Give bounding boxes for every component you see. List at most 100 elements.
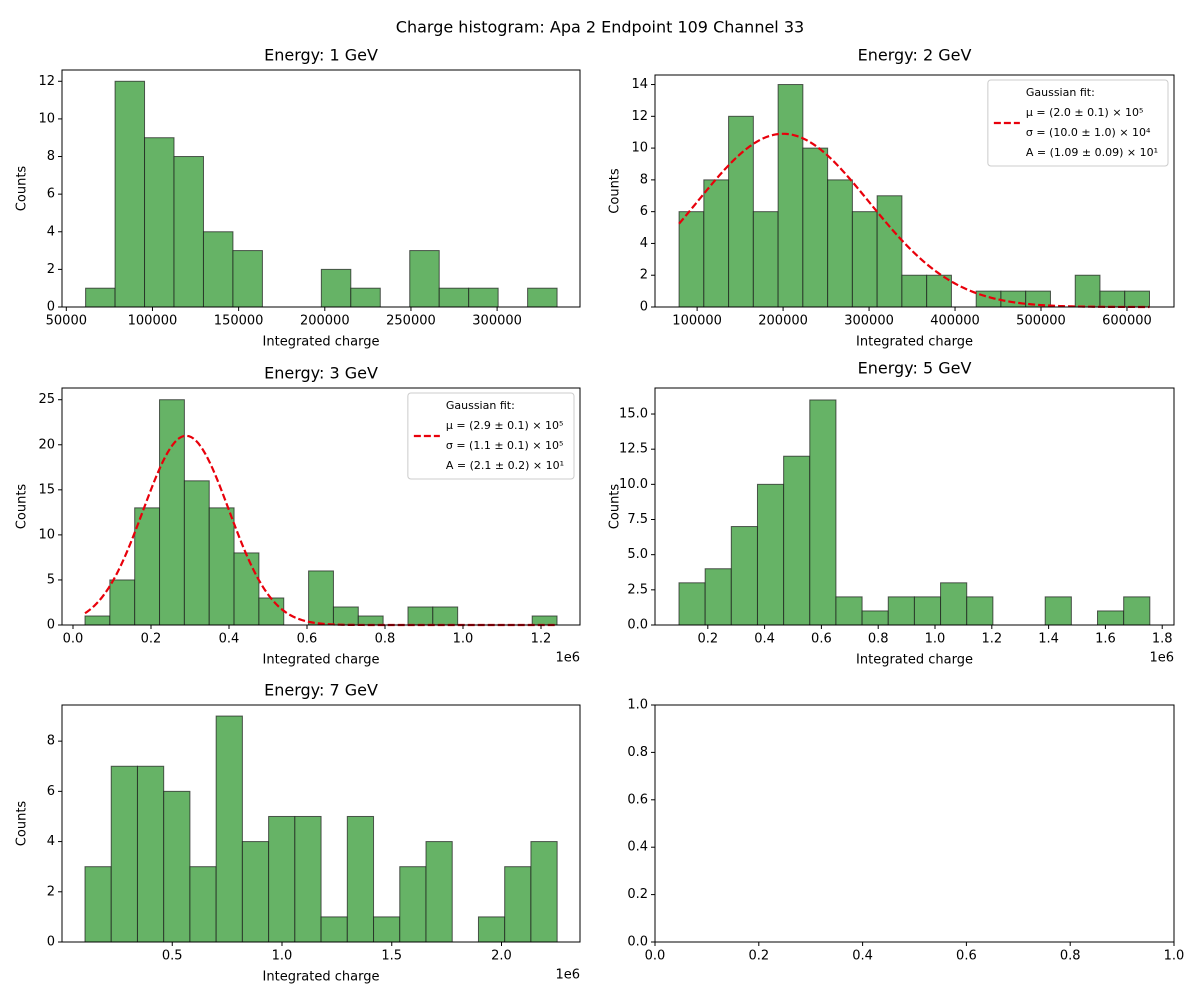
- y-tick-label: 6: [47, 187, 55, 202]
- legend: Gaussian fit: μ = (2.9 ± 0.1) × 10⁵ σ = (1…: [407, 392, 575, 480]
- bar: [730, 526, 758, 626]
- x-tick-label: 0.6: [956, 949, 977, 964]
- bar: [399, 866, 427, 943]
- x-tick-label: 0.4: [219, 632, 240, 647]
- y-tick-label: 15.0: [619, 407, 648, 422]
- y-tick-label: 4: [640, 236, 648, 251]
- bar: [468, 287, 499, 308]
- axes-frame: [654, 74, 1175, 308]
- bar: [1097, 610, 1125, 626]
- x-tick-label: 150000: [214, 314, 264, 329]
- y-tick-label: 12: [631, 109, 648, 124]
- y-tick-label: 4: [47, 224, 55, 239]
- subplot: Gaussian fit: μ = (2.9 ± 0.1) × 10⁵ σ = (1…: [15, 364, 581, 668]
- bar: [1074, 274, 1101, 308]
- bar: [350, 287, 381, 308]
- bar: [678, 211, 705, 308]
- x-tick-label: 500000: [1016, 314, 1066, 329]
- bar: [373, 916, 401, 943]
- bar: [438, 287, 470, 308]
- axes-frame: [654, 387, 1175, 626]
- legend-text: Gaussian fit:: [1026, 86, 1095, 99]
- y-tick-label: 7.5: [627, 512, 648, 527]
- bar: [268, 815, 296, 943]
- bar: [887, 596, 915, 626]
- x-offset-text: 1e6: [555, 651, 580, 666]
- y-tick-label: 1.0: [627, 698, 648, 713]
- bar: [527, 287, 558, 308]
- x-tick-label: 1.2: [531, 632, 552, 647]
- bar: [966, 596, 994, 626]
- subplot: 0.2 0.4 0.6 0.8 1.0 1.2 1.4 1.6 1.8 0.0 2.5 5.0 7.5 1…: [608, 359, 1175, 668]
- y-tick-label: 4: [47, 834, 55, 849]
- y-tick-label: 0.6: [627, 792, 648, 807]
- bar: [294, 815, 322, 943]
- y-axis-label: Counts: [608, 484, 623, 530]
- y-axis-label: Counts: [608, 168, 623, 214]
- y-tick-label: 8: [640, 172, 648, 187]
- bar: [504, 866, 532, 943]
- bar: [233, 552, 260, 626]
- bar: [1099, 290, 1126, 308]
- bar: [827, 179, 853, 308]
- bar: [678, 582, 706, 626]
- x-tick-label: 0.2: [141, 632, 162, 647]
- axes-frame: [61, 69, 581, 308]
- y-tick-label: 2: [47, 262, 55, 277]
- x-tick-label: 0.2: [748, 949, 769, 964]
- y-tick-label: 0: [47, 300, 55, 315]
- bar: [320, 268, 352, 308]
- subplot: Gaussian fit: μ = (2.0 ± 0.1) × 10⁵ σ = (1…: [608, 46, 1175, 350]
- x-tick-label: 100000: [672, 314, 722, 329]
- legend-text: μ = (2.0 ± 0.1) × 10⁵: [1026, 106, 1144, 119]
- bar: [84, 615, 111, 626]
- x-tick-label: 50000: [46, 314, 87, 329]
- x-tick-label: 0.8: [868, 632, 889, 647]
- bar: [531, 615, 558, 626]
- x-tick-label: 100000: [128, 314, 178, 329]
- subplot: 0.0 0.2 0.4 0.6 0.8 1.0 0.0 0.2 0.4 0.6 0.8 1.0: [627, 698, 1184, 964]
- x-tick-label: 1.0: [453, 632, 474, 647]
- y-tick-label: 0: [640, 300, 648, 315]
- fit-curve: [678, 132, 1150, 309]
- axes-title: Energy: 1 GeV: [264, 46, 378, 65]
- bar: [432, 606, 459, 626]
- x-tick-label: 200000: [758, 314, 808, 329]
- bar: [241, 841, 270, 943]
- axes-title: Energy: 2 GeV: [858, 46, 972, 65]
- bar: [173, 156, 204, 308]
- bar: [320, 916, 348, 943]
- y-tick-label: 5.0: [627, 547, 648, 562]
- bar: [332, 606, 359, 626]
- x-tick-label: 200000: [300, 314, 350, 329]
- x-offset-text: 1e6: [1149, 651, 1174, 666]
- bar: [1000, 290, 1027, 308]
- legend: Gaussian fit: μ = (2.0 ± 0.1) × 10⁵ σ = (1…: [987, 79, 1169, 167]
- bar: [109, 579, 136, 626]
- x-tick-label: 600000: [1102, 314, 1152, 329]
- bar: [752, 211, 779, 308]
- x-tick-label: 400000: [930, 314, 980, 329]
- bar: [183, 480, 210, 626]
- y-tick-label: 0.8: [627, 745, 648, 760]
- y-tick-label: 0.4: [627, 840, 648, 855]
- bar: [913, 596, 942, 626]
- y-tick-label: 2.5: [627, 582, 648, 597]
- bar: [232, 250, 263, 308]
- x-tick-label: 0.4: [754, 632, 775, 647]
- bar: [136, 765, 165, 943]
- bar: [809, 399, 837, 626]
- bar: [783, 455, 811, 626]
- subplot: 0.5 1.0 1.5 2.0 0 2 4 6 8 Energy: 7 GeV Integrated…: [15, 681, 581, 985]
- y-tick-label: 10.0: [619, 477, 648, 492]
- y-tick-label: 6: [47, 784, 55, 799]
- y-axis-label: Counts: [15, 801, 30, 847]
- legend-box: [987, 79, 1169, 167]
- bar: [84, 866, 112, 943]
- axes-title: Energy: 3 GeV: [264, 364, 378, 383]
- x-axis-label: Integrated charge: [263, 335, 380, 350]
- x-axis-label: Integrated charge: [856, 335, 973, 350]
- x-offset-text: 1e6: [555, 968, 580, 983]
- axes-title: Energy: 5 GeV: [858, 359, 972, 378]
